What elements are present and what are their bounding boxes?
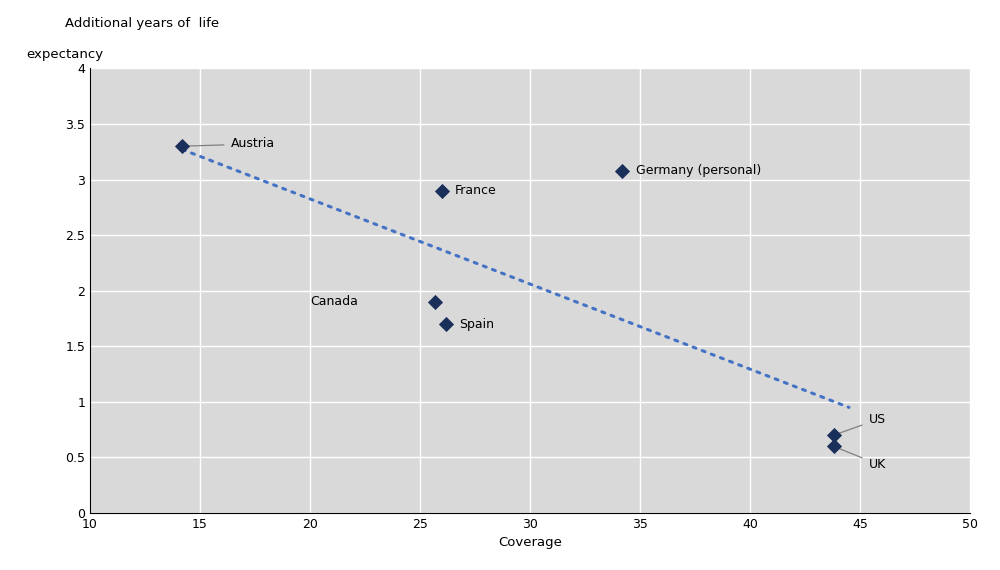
Point: [826, 442, 842, 451]
Text: Canada: Canada: [311, 295, 358, 308]
Point: [614, 166, 630, 175]
Text: Germany (personal): Germany (personal): [636, 164, 761, 177]
Point: [427, 298, 443, 307]
Text: expectancy: expectancy: [26, 48, 104, 62]
X-axis label: Coverage: Coverage: [498, 536, 562, 549]
Point: [826, 431, 842, 440]
Text: Austria: Austria: [182, 137, 275, 150]
Point: [438, 319, 454, 328]
Text: Additional years of  life: Additional years of life: [65, 17, 219, 30]
Text: Spain: Spain: [460, 317, 495, 331]
Text: France: France: [455, 184, 497, 197]
Point: [174, 141, 190, 150]
Point: [434, 186, 450, 195]
Text: UK: UK: [834, 446, 886, 471]
Text: US: US: [834, 413, 886, 435]
